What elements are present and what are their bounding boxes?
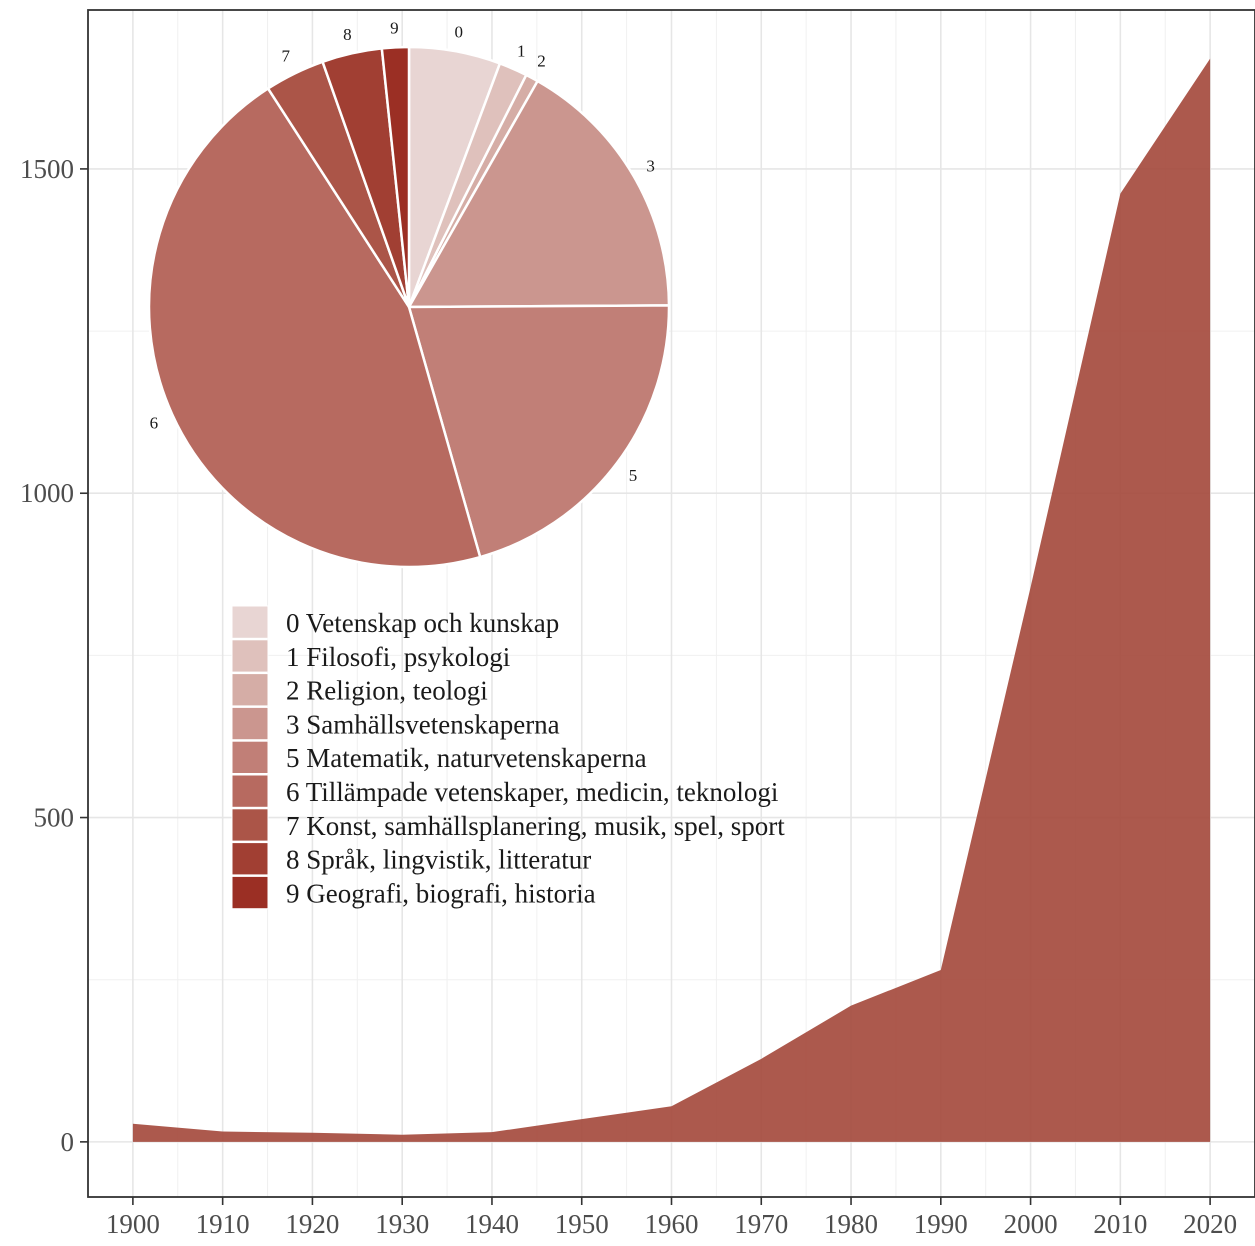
x-tick-label: 1970 <box>734 1209 788 1239</box>
legend-key-0 <box>231 605 269 639</box>
y-tick-label: 500 <box>34 803 75 833</box>
pie-label-9: 9 <box>390 18 399 37</box>
legend-label-6: 6 Tillämpade vetenskaper, medicin, tekno… <box>286 777 778 807</box>
legend-label-5: 5 Matematik, naturvetenskaperna <box>286 743 647 773</box>
area-series-fill <box>132 58 1211 1142</box>
pie-chart <box>147 45 671 569</box>
x-tick-label: 1990 <box>914 1209 968 1239</box>
x-tick-label: 1930 <box>375 1209 429 1239</box>
x-tick-label: 1900 <box>106 1209 160 1239</box>
y-tick-label: 1500 <box>20 154 74 184</box>
legend-label-3: 3 Samhällsvetenskaperna <box>286 709 560 739</box>
legend-key-8 <box>231 842 269 876</box>
legend-label-7: 7 Konst, samhällsplanering, musik, spel,… <box>286 811 785 841</box>
x-tick-label: 1940 <box>465 1209 519 1239</box>
legend-key-5 <box>231 740 269 775</box>
pie-slice-5 <box>407 304 671 559</box>
x-tick-label: 2000 <box>1004 1209 1058 1239</box>
pie-slice-9 <box>380 45 411 308</box>
legend-key-9 <box>231 875 269 910</box>
x-tick-label: 2020 <box>1183 1209 1237 1239</box>
pie-label-5: 5 <box>629 466 638 485</box>
legend: 0 Vetenskap och kunskap 1 Filosofi, psyko… <box>231 605 785 910</box>
x-tick-label: 1920 <box>285 1209 339 1239</box>
pie-label-1: 1 <box>517 42 526 61</box>
legend-key-7 <box>231 808 269 842</box>
pie-label-0: 0 <box>455 22 464 41</box>
legend-key-3 <box>231 706 269 741</box>
area-series <box>132 58 1211 1142</box>
x-axis: 1900 1910 1920 1930 1940 1950 1960 1970 1980 1990… <box>106 1197 1237 1239</box>
pie-label-3: 3 <box>646 157 655 176</box>
x-tick-label: 2010 <box>1093 1209 1147 1239</box>
pie-label-2: 2 <box>537 51 546 70</box>
legend-label-1: 1 Filosofi, psykologi <box>286 642 510 672</box>
x-tick-label: 1910 <box>196 1209 250 1239</box>
legend-key-1 <box>231 639 269 673</box>
x-tick-label: 1980 <box>824 1209 878 1239</box>
pie-label-7: 7 <box>281 47 290 66</box>
legend-label-0: 0 Vetenskap och kunskap <box>286 608 559 638</box>
legend-label-9: 9 Geografi, biografi, historia <box>286 878 596 908</box>
pie-slice-3 <box>406 79 671 309</box>
x-tick-label: 1960 <box>645 1209 699 1239</box>
pie-label-6: 6 <box>150 413 159 432</box>
legend-key-6 <box>231 774 269 808</box>
legend-key-2 <box>231 673 269 707</box>
legend-label-2: 2 Religion, teologi <box>286 676 488 706</box>
y-tick-label: 0 <box>61 1127 75 1157</box>
pie-slice-labels: 0 12 3 5 6 7 8 9 <box>150 18 655 485</box>
x-tick-label: 1950 <box>555 1209 609 1239</box>
pie-slice-6 <box>147 86 482 569</box>
y-axis: 0 500 1000 1500 <box>20 154 88 1157</box>
pie-label-8: 8 <box>343 25 352 44</box>
y-tick-label: 1000 <box>20 478 74 508</box>
legend-label-8: 8 Språk, lingvistik, litteratur <box>286 845 591 875</box>
